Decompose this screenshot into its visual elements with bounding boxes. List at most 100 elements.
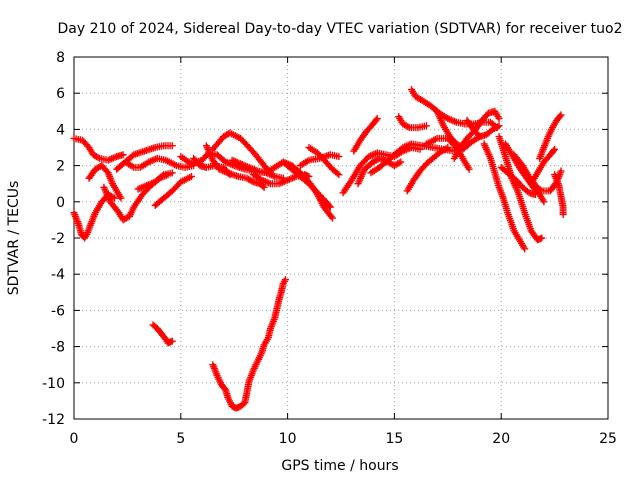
- series-arc-j: [209, 129, 275, 177]
- data-point: [469, 125, 483, 139]
- data-point: [557, 111, 565, 119]
- data-point: [190, 154, 203, 168]
- data-point: [354, 167, 368, 188]
- data-point: [399, 141, 414, 151]
- data-point: [288, 162, 303, 176]
- data-point: [314, 189, 329, 204]
- data-point: [160, 188, 175, 202]
- data-point: [177, 173, 194, 186]
- data-point: [279, 277, 288, 287]
- x-tick-label: 25: [599, 431, 617, 447]
- data-point: [361, 159, 376, 173]
- data-point: [544, 125, 556, 141]
- data-point: [168, 179, 183, 195]
- data-point: [320, 203, 335, 220]
- data-point: [164, 338, 175, 347]
- data-point: [403, 178, 417, 195]
- data-point: [296, 173, 311, 186]
- data-point: [187, 172, 195, 180]
- data-point: [168, 169, 176, 177]
- data-point: [162, 156, 179, 169]
- tick-labels: 0 5 10 15 20 25 -12 -10 -8 -6 -4 -2 0 2 4 6 8: [42, 50, 617, 447]
- data-point: [98, 162, 111, 175]
- data-point: [356, 154, 371, 170]
- data-point: [168, 142, 176, 150]
- series-arc-ai: [536, 111, 565, 162]
- data-point: [111, 194, 119, 202]
- data-point: [121, 152, 136, 166]
- data-point: [433, 107, 447, 128]
- data-point: [495, 115, 503, 123]
- series-arc-ab: [463, 116, 503, 141]
- series-arc-q: [305, 144, 343, 179]
- y-tick-label: -6: [51, 303, 65, 319]
- data-point: [350, 138, 363, 155]
- data-point: [540, 152, 553, 166]
- data-point: [546, 147, 557, 159]
- data-point: [153, 325, 164, 337]
- data-point: [119, 151, 127, 159]
- data-point: [113, 187, 124, 200]
- data-point: [322, 198, 333, 210]
- y-tick-label: -12: [42, 412, 65, 428]
- data-point: [418, 96, 433, 109]
- data-point: [384, 150, 399, 164]
- data-point: [106, 198, 122, 215]
- y-tick-label: 0: [56, 195, 65, 211]
- series-arc-h: [151, 172, 195, 209]
- data-point: [168, 337, 176, 345]
- data-point: [429, 150, 442, 162]
- data-point: [243, 174, 256, 185]
- data-point: [322, 158, 335, 172]
- data-point: [249, 359, 261, 374]
- data-point: [408, 86, 419, 99]
- data-point: [348, 163, 363, 184]
- data-point: [393, 145, 405, 157]
- series-arc-s: [354, 154, 405, 188]
- data-point: [85, 144, 96, 157]
- data-point: [551, 145, 559, 153]
- series-arc-a: [70, 134, 127, 164]
- data-point: [288, 165, 303, 179]
- data-point: [220, 163, 233, 177]
- data-point: [85, 167, 98, 182]
- data-point: [397, 158, 405, 166]
- data-point: [559, 210, 567, 218]
- data-point: [410, 169, 423, 184]
- data-point: [209, 361, 220, 378]
- data-point: [245, 144, 258, 157]
- data-point: [70, 209, 82, 226]
- data-point: [521, 209, 534, 233]
- data-point: [237, 400, 247, 410]
- data-point: [416, 161, 429, 175]
- data-point: [395, 113, 406, 126]
- data-point: [531, 182, 544, 194]
- data-point: [162, 335, 171, 345]
- data-point: [459, 154, 472, 171]
- data-point: [158, 330, 169, 342]
- data-point: [516, 238, 528, 251]
- x-tick-label: 5: [176, 431, 185, 447]
- data-point: [79, 136, 92, 150]
- data-point: [529, 183, 542, 197]
- data-point: [444, 144, 452, 151]
- data-point: [328, 214, 336, 222]
- y-tick-label: -4: [51, 267, 65, 283]
- data-point: [329, 165, 341, 177]
- data-point: [375, 157, 391, 171]
- data-point: [495, 122, 503, 130]
- series-arc-ac: [480, 140, 529, 253]
- data-point: [534, 160, 547, 177]
- x-axis-label: GPS time / hours: [281, 458, 398, 474]
- data-point: [108, 180, 120, 193]
- data-point: [305, 180, 320, 195]
- series-arc-w: [403, 144, 452, 195]
- data-point: [217, 381, 229, 393]
- x-tick-label: 15: [385, 431, 403, 447]
- data-point: [422, 135, 439, 148]
- data-point: [81, 232, 90, 242]
- data-point: [373, 115, 381, 123]
- data-point: [237, 134, 252, 150]
- data-point: [262, 165, 277, 177]
